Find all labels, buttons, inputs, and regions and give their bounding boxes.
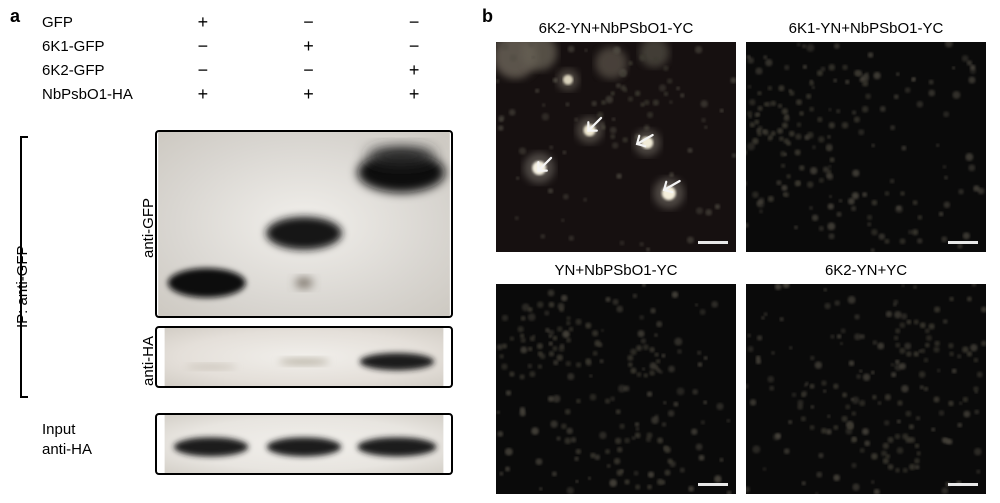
scale-bar — [698, 483, 728, 486]
lane-mark: − — [361, 12, 467, 33]
micro-title: YN+NbPSbO1-YC — [496, 262, 736, 284]
header-row-gfp: GFP + − − — [155, 10, 467, 34]
scale-bar — [948, 483, 978, 486]
micrograph — [496, 42, 736, 252]
scale-bar — [948, 241, 978, 244]
input-antiHA-label: anti-HA — [42, 440, 92, 460]
micrograph — [496, 284, 736, 494]
lane-mark: + — [256, 84, 362, 105]
micro-title: 6K2-YN+YC — [746, 262, 986, 284]
lane-mark: + — [150, 12, 256, 33]
micro-title: 6K1-YN+NbPSbO1-YC — [746, 20, 986, 42]
lane-mark: − — [256, 60, 362, 81]
header-row-6k2gfp: 6K2-GFP − − + — [155, 58, 467, 82]
input-label-block: Input anti-HA — [42, 420, 92, 461]
lane-mark: + — [256, 36, 362, 57]
row-label: NbPsbO1-HA — [40, 86, 150, 103]
micrograph — [746, 42, 986, 252]
figure: a GFP + − − 6K1-GFP − + − 6K2-GFP − − + — [0, 0, 1000, 503]
micro-title: 6K2-YN+NbPSbO1-YC — [496, 20, 736, 42]
micrograph-grid: 6K2-YN+NbPSbO1-YC 6K1-YN+NbPSbO1-YC YN+N… — [496, 20, 986, 494]
micrograph-row: 6K2-YN+NbPSbO1-YC 6K1-YN+NbPSbO1-YC — [496, 20, 986, 252]
header-row-6k1gfp: 6K1-GFP − + − — [155, 34, 467, 58]
lane-mark: + — [361, 84, 467, 105]
panel-a: a GFP + − − 6K1-GFP − + − 6K2-GFP − − + — [0, 0, 470, 503]
lane-mark: + — [361, 60, 467, 81]
micro-cell-3: 6K2-YN+YC — [746, 262, 986, 494]
row-label: 6K1-GFP — [40, 38, 150, 55]
lane-mark: − — [256, 12, 362, 33]
lane-mark: − — [150, 60, 256, 81]
header-row-nbpsbo1ha: NbPsbO1-HA + + + — [155, 82, 467, 106]
micro-cell-1: 6K1-YN+NbPSbO1-YC — [746, 20, 986, 252]
row-label: GFP — [40, 14, 150, 31]
lane-mark: − — [150, 36, 256, 57]
lane-mark: − — [361, 36, 467, 57]
input-label: Input — [42, 420, 92, 440]
row-label: 6K2-GFP — [40, 62, 150, 79]
micro-cell-2: YN+NbPSbO1-YC — [496, 262, 736, 494]
lane-mark: + — [150, 84, 256, 105]
lane-header-block: GFP + − − 6K1-GFP − + − 6K2-GFP − − + Nb… — [155, 10, 467, 106]
panel-b: b 6K2-YN+NbPSbO1-YC 6K1-YN+NbPSbO1-YC YN… — [470, 0, 1000, 503]
panel-a-letter: a — [10, 6, 20, 27]
ip-label: IP: anti-GFP — [14, 245, 31, 328]
blot-anti-ha — [155, 326, 453, 388]
micrograph — [746, 284, 986, 494]
blot-input — [155, 413, 453, 475]
micro-cell-0: 6K2-YN+NbPSbO1-YC — [496, 20, 736, 252]
blot-anti-gfp — [155, 130, 453, 318]
micrograph-row: YN+NbPSbO1-YC 6K2-YN+YC — [496, 262, 986, 494]
scale-bar — [698, 241, 728, 244]
panel-b-letter: b — [482, 6, 493, 27]
